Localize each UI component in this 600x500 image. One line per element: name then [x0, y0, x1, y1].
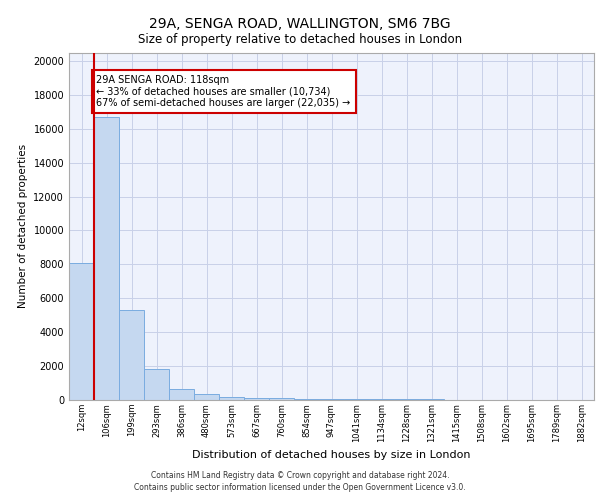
Bar: [244, 398, 269, 400]
X-axis label: Distribution of detached houses by size in London: Distribution of detached houses by size …: [192, 450, 471, 460]
Bar: [344, 399, 369, 400]
Text: Size of property relative to detached houses in London: Size of property relative to detached ho…: [138, 32, 462, 46]
Text: 29A SENGA ROAD: 118sqm
← 33% of detached houses are smaller (10,734)
67% of semi: 29A SENGA ROAD: 118sqm ← 33% of detached…: [97, 74, 351, 108]
Bar: [119, 310, 144, 400]
Bar: [219, 396, 244, 400]
Bar: [69, 262, 94, 400]
Bar: [169, 389, 194, 400]
Bar: [294, 399, 319, 400]
Bar: [269, 398, 294, 400]
Bar: [94, 117, 119, 400]
Bar: [319, 399, 344, 400]
Text: Contains HM Land Registry data © Crown copyright and database right 2024.
Contai: Contains HM Land Registry data © Crown c…: [134, 471, 466, 492]
Y-axis label: Number of detached properties: Number of detached properties: [18, 144, 28, 308]
Bar: [194, 394, 219, 400]
Bar: [144, 370, 169, 400]
Text: 29A, SENGA ROAD, WALLINGTON, SM6 7BG: 29A, SENGA ROAD, WALLINGTON, SM6 7BG: [149, 18, 451, 32]
